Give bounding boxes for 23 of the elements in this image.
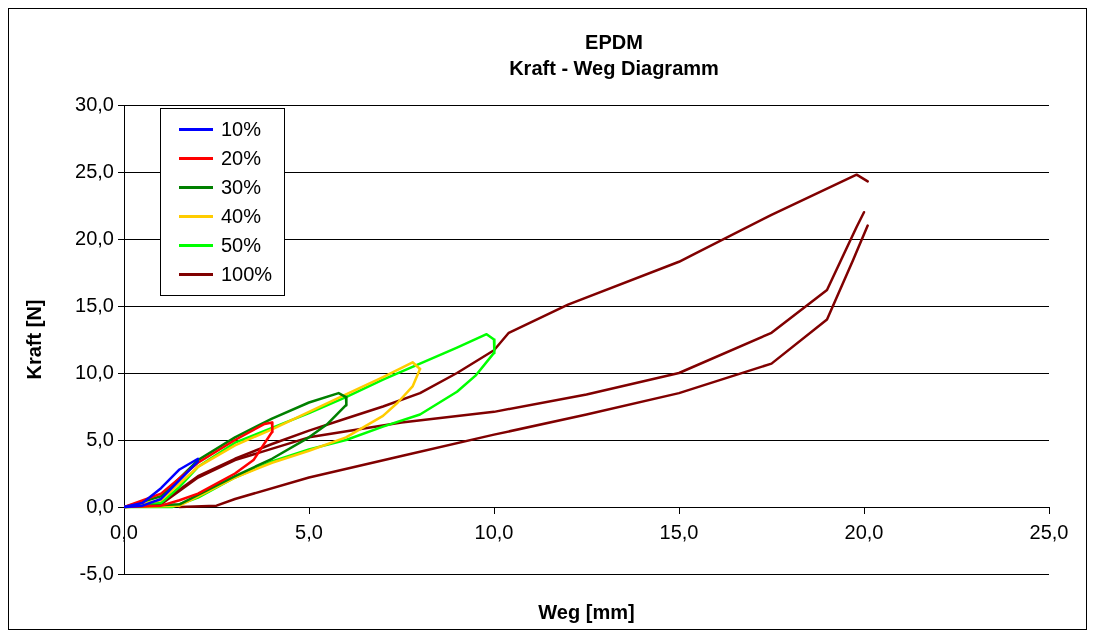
legend-label: 30% bbox=[221, 175, 262, 200]
y-tick-label: 20,0 bbox=[75, 226, 114, 249]
y-tick-label: 10,0 bbox=[75, 360, 114, 383]
y-tick-label: 30,0 bbox=[75, 92, 114, 115]
legend-label: 100% bbox=[221, 262, 273, 287]
x-tick-label: 20,0 bbox=[844, 520, 884, 543]
chart-title: EPDM bbox=[584, 30, 644, 55]
x-tick-label: 5,0 bbox=[295, 520, 323, 543]
legend-label: 40% bbox=[221, 204, 262, 229]
chart-subtitle: Kraft - Weg Diagramm bbox=[508, 56, 720, 81]
x-tick-label: 10,0 bbox=[474, 520, 514, 543]
y-axis-title: Kraft [N] bbox=[22, 299, 45, 380]
x-tick-label: 25,0 bbox=[1029, 520, 1069, 543]
legend-label: 50% bbox=[221, 233, 262, 258]
y-tick-label: 25,0 bbox=[75, 159, 114, 182]
y-tick-label: 5,0 bbox=[86, 427, 114, 450]
x-tick-label: 15,0 bbox=[659, 520, 699, 543]
legend-label: 10% bbox=[221, 117, 262, 142]
x-axis-title: Weg [mm] bbox=[537, 600, 636, 625]
y-tick-label: 0,0 bbox=[86, 494, 114, 517]
y-tick-label: -5,0 bbox=[79, 561, 114, 584]
y-tick-label: 15,0 bbox=[75, 293, 114, 316]
legend-label: 20% bbox=[221, 146, 262, 171]
